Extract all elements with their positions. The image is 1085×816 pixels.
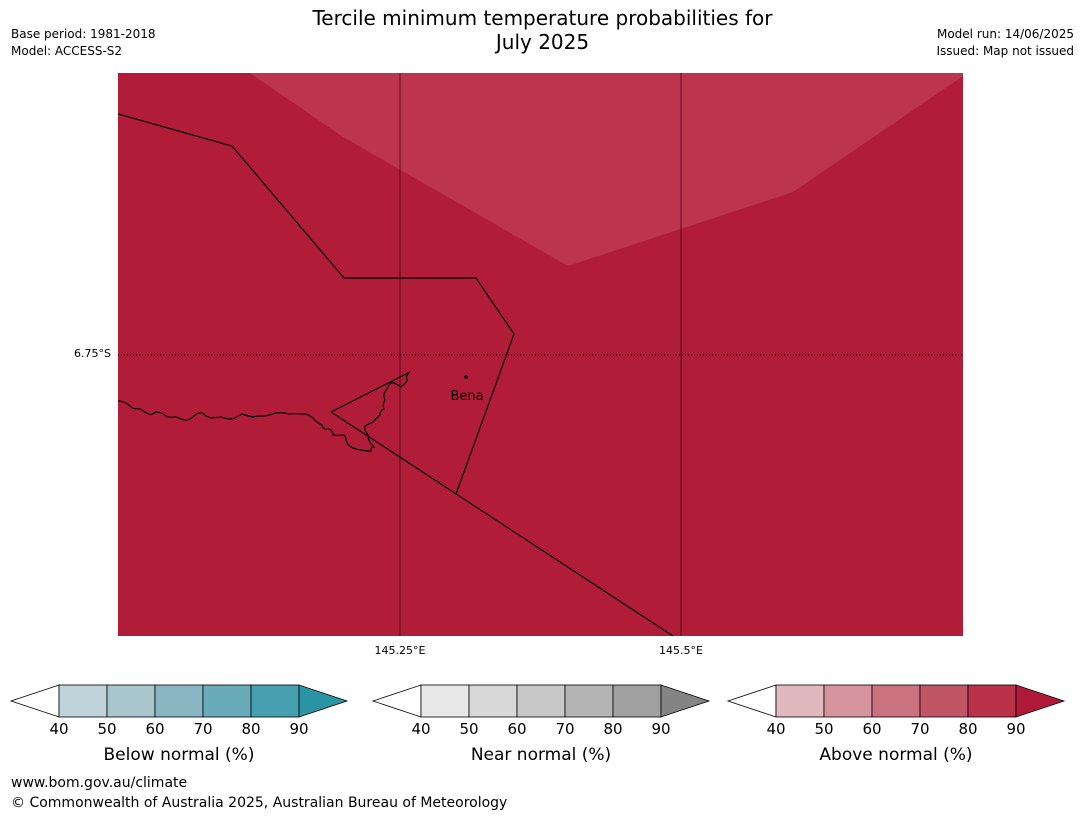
colorbar-below-tick: 80	[241, 720, 261, 738]
colorbar-below-tick: 40	[49, 720, 69, 738]
colorbar-above-tick: 50	[814, 720, 834, 738]
lon-label-1: 145.25°E	[374, 644, 426, 657]
colorbar-near-tick: 40	[411, 720, 431, 738]
colorbar-svg	[9, 684, 1066, 718]
colorbar-below-tick: 60	[145, 720, 165, 738]
probability-region-lighter	[250, 73, 963, 266]
coastline-boundary	[118, 371, 411, 452]
colorbar-above-tick: 40	[766, 720, 786, 738]
colorbar-near-segment	[468, 684, 518, 718]
colorbar-near-segment	[516, 684, 566, 718]
colorbar-below-segment	[154, 684, 204, 718]
colorbar-below-over-triangle	[298, 684, 349, 718]
model-name: Model: ACCESS-S2	[11, 44, 123, 58]
map-canvas[interactable]: Bena	[118, 73, 963, 636]
colorbar-above-tick: 70	[910, 720, 930, 738]
colorbar-above-under-triangle	[726, 684, 777, 718]
lon-label-2: 145.5°E	[659, 644, 703, 657]
colorbar-below-tick: 50	[97, 720, 117, 738]
title-line-2: July 2025	[495, 30, 590, 54]
colorbar-below-under-triangle	[9, 684, 60, 718]
colorbar-title-below: Below normal (%)	[103, 745, 255, 765]
colorbar-below-segment	[106, 684, 156, 718]
colorbar-below-segment	[250, 684, 300, 718]
model-run: Model run: 14/06/2025	[936, 27, 1074, 41]
colorbar-above-segment	[919, 684, 969, 718]
colorbar-above-tick: 80	[958, 720, 978, 738]
colorbar-above-tick: 60	[862, 720, 882, 738]
colorbar-above-segment	[871, 684, 921, 718]
colorbar-below-segment	[58, 684, 108, 718]
lat-label: 6.75°S	[74, 347, 111, 360]
colorbar-title-above: Above normal (%)	[819, 745, 973, 765]
colorbar-above-over-triangle	[1015, 684, 1066, 718]
colorbar-near-segment	[612, 684, 662, 718]
colorbar-near-segment	[564, 684, 614, 718]
issued-status: Issued: Map not issued	[936, 44, 1074, 58]
footer-url[interactable]: www.bom.gov.au/climate	[11, 775, 188, 791]
province-boundary-south	[330, 411, 674, 636]
colorbar-near-tick: 70	[555, 720, 575, 738]
town-label-bena: Bena	[450, 389, 483, 404]
province-boundary-north	[118, 113, 515, 495]
colorbar-above-segment	[775, 684, 825, 718]
colorbar-near-segment	[420, 684, 470, 718]
meta-right: Model run: 14/06/2025 Issued: Map not is…	[936, 26, 1074, 60]
map-panel[interactable]: Bena	[118, 73, 963, 636]
town-marker-bena[interactable]	[464, 375, 468, 379]
colorbar-row	[0, 680, 1085, 724]
colorbar-above-tick: 90	[1006, 720, 1026, 738]
colorbar-below-tick: 70	[193, 720, 213, 738]
colorbar-near-tick: 80	[603, 720, 623, 738]
colorbar-title-near: Near normal (%)	[470, 745, 612, 765]
colorbar-near-tick: 90	[651, 720, 671, 738]
colorbar-above-segment	[967, 684, 1017, 718]
colorbar-below-tick: 90	[289, 720, 309, 738]
map-title: Tercile minimum temperature probabilitie…	[0, 6, 1085, 54]
meta-left: Base period: 1981-2018 Model: ACCESS-S2	[11, 26, 156, 60]
base-period: Base period: 1981-2018	[11, 27, 156, 41]
title-line-1: Tercile minimum temperature probabilitie…	[312, 6, 773, 30]
colorbar-near-tick: 60	[507, 720, 527, 738]
colorbar-above-segment	[823, 684, 873, 718]
colorbar-below-segment	[202, 684, 252, 718]
colorbar-near-under-triangle	[371, 684, 422, 718]
footer-copyright: © Commonwealth of Australia 2025, Austra…	[11, 795, 508, 811]
colorbar-near-tick: 50	[459, 720, 479, 738]
colorbar-near-over-triangle	[660, 684, 711, 718]
